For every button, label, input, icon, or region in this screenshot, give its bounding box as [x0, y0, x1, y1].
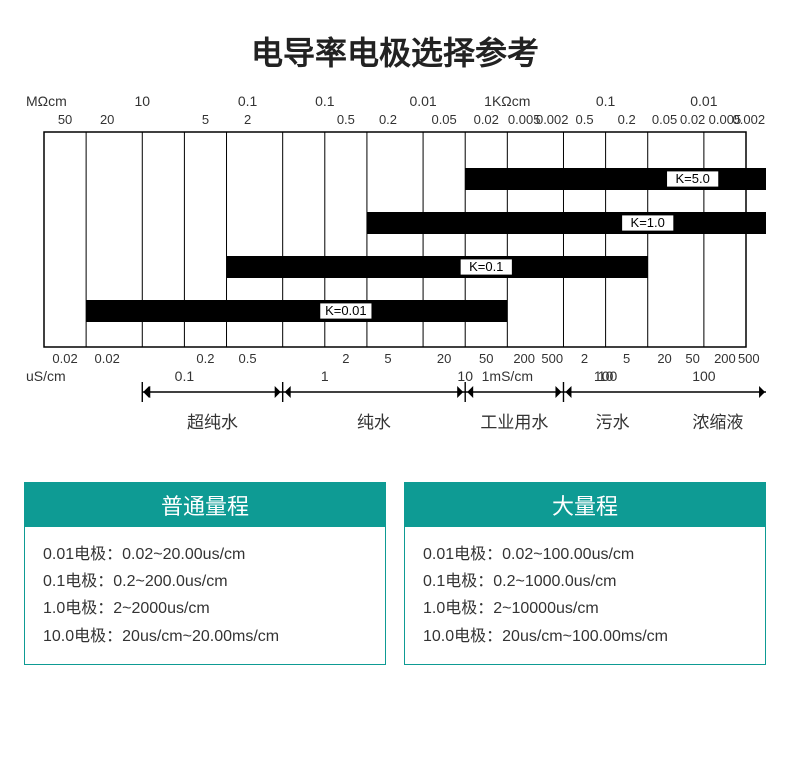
- svg-text:0.1: 0.1: [596, 94, 616, 109]
- svg-text:10: 10: [134, 94, 150, 109]
- svg-text:0.05: 0.05: [652, 112, 677, 127]
- svg-text:5: 5: [202, 112, 209, 127]
- svg-text:工业用水: 工业用水: [480, 413, 548, 432]
- svg-text:K=5.0: K=5.0: [675, 171, 709, 186]
- svg-text:20: 20: [437, 351, 451, 366]
- svg-text:uS/cm: uS/cm: [26, 368, 66, 384]
- svg-text:500: 500: [738, 351, 760, 366]
- svg-text:2: 2: [342, 351, 349, 366]
- svg-text:1KΩcm: 1KΩcm: [484, 94, 530, 109]
- svg-text:50: 50: [685, 351, 699, 366]
- electrode-range-chart: MΩcm 10 0.1 0.1 0.01 1KΩcm 0.1 0.01 50 20 5 2 0.5 0.2…: [24, 94, 766, 464]
- range-row: 1.0电极：2~10000us/cm: [423, 595, 747, 622]
- svg-text:2: 2: [581, 351, 588, 366]
- svg-text:50: 50: [58, 112, 72, 127]
- wide-range-body: 0.01电极：0.02~100.00us/cm0.1电极：0.2~1000.0u…: [405, 527, 765, 664]
- normal-range-box: 普通量程 0.01电极：0.02~20.00us/cm0.1电极：0.2~200…: [24, 482, 386, 665]
- svg-text:100: 100: [692, 368, 716, 384]
- range-tables: 普通量程 0.01电极：0.02~20.00us/cm0.1电极：0.2~200…: [24, 482, 766, 665]
- svg-text:0.002: 0.002: [733, 112, 766, 127]
- range-row: 1.0电极：2~2000us/cm: [43, 595, 367, 622]
- svg-text:浓缩液: 浓缩液: [692, 413, 743, 432]
- svg-text:20: 20: [100, 112, 114, 127]
- svg-text:500: 500: [541, 351, 563, 366]
- svg-text:0.2: 0.2: [196, 351, 214, 366]
- svg-text:1mS/cm: 1mS/cm: [482, 368, 533, 384]
- svg-text:10: 10: [457, 368, 473, 384]
- svg-text:2: 2: [244, 112, 251, 127]
- wide-range-header: 大量程: [405, 483, 765, 527]
- svg-text:K=1.0: K=1.0: [631, 215, 665, 230]
- svg-text:5: 5: [623, 351, 630, 366]
- svg-text:0.5: 0.5: [337, 112, 355, 127]
- range-row: 0.01电极：0.02~20.00us/cm: [43, 541, 367, 568]
- svg-text:0.5: 0.5: [576, 112, 594, 127]
- svg-text:1: 1: [321, 368, 329, 384]
- range-row: 10.0电极：20us/cm~20.00ms/cm: [43, 623, 367, 650]
- title-text: 电导率电极选择参考: [251, 35, 539, 71]
- svg-text:50: 50: [479, 351, 493, 366]
- svg-text:超纯水: 超纯水: [187, 413, 238, 432]
- svg-text:0.5: 0.5: [239, 351, 257, 366]
- svg-text:0.2: 0.2: [379, 112, 397, 127]
- range-row: 0.01电极：0.02~100.00us/cm: [423, 541, 747, 568]
- svg-text:0.1: 0.1: [238, 94, 258, 109]
- svg-text:0.02: 0.02: [52, 351, 77, 366]
- svg-text:0.1: 0.1: [175, 368, 195, 384]
- normal-range-body: 0.01电极：0.02~20.00us/cm0.1电极：0.2~200.0us/…: [25, 527, 385, 664]
- svg-text:20: 20: [657, 351, 671, 366]
- svg-text:0.02: 0.02: [680, 112, 705, 127]
- wide-range-box: 大量程 0.01电极：0.02~100.00us/cm0.1电极：0.2~100…: [404, 482, 766, 665]
- svg-text:K=0.01: K=0.01: [325, 303, 367, 318]
- chart-svg: MΩcm 10 0.1 0.1 0.01 1KΩcm 0.1 0.01 50 20 5 2 0.5 0.2…: [24, 94, 766, 464]
- svg-text:0.01: 0.01: [409, 94, 436, 109]
- normal-range-title: 普通量程: [161, 494, 249, 519]
- wide-range-title: 大量程: [552, 494, 618, 519]
- svg-text:0.1: 0.1: [315, 94, 335, 109]
- svg-text:纯水: 纯水: [357, 413, 391, 432]
- svg-text:0.02: 0.02: [95, 351, 120, 366]
- page-title: 电导率电极选择参考: [0, 0, 790, 94]
- svg-text:MΩcm: MΩcm: [26, 94, 67, 109]
- svg-text:0.002: 0.002: [536, 112, 569, 127]
- svg-text:10: 10: [598, 368, 614, 384]
- svg-text:200: 200: [513, 351, 535, 366]
- normal-range-header: 普通量程: [25, 483, 385, 527]
- svg-text:0.05: 0.05: [431, 112, 456, 127]
- svg-text:200: 200: [714, 351, 736, 366]
- svg-text:0.01: 0.01: [690, 94, 717, 109]
- svg-text:0.2: 0.2: [618, 112, 636, 127]
- svg-text:K=0.1: K=0.1: [469, 259, 503, 274]
- svg-text:5: 5: [384, 351, 391, 366]
- range-row: 0.1电极：0.2~200.0us/cm: [43, 568, 367, 595]
- svg-text:污水: 污水: [596, 413, 630, 432]
- range-row: 10.0电极：20us/cm~100.00ms/cm: [423, 623, 747, 650]
- range-row: 0.1电极：0.2~1000.0us/cm: [423, 568, 747, 595]
- svg-text:0.02: 0.02: [474, 112, 499, 127]
